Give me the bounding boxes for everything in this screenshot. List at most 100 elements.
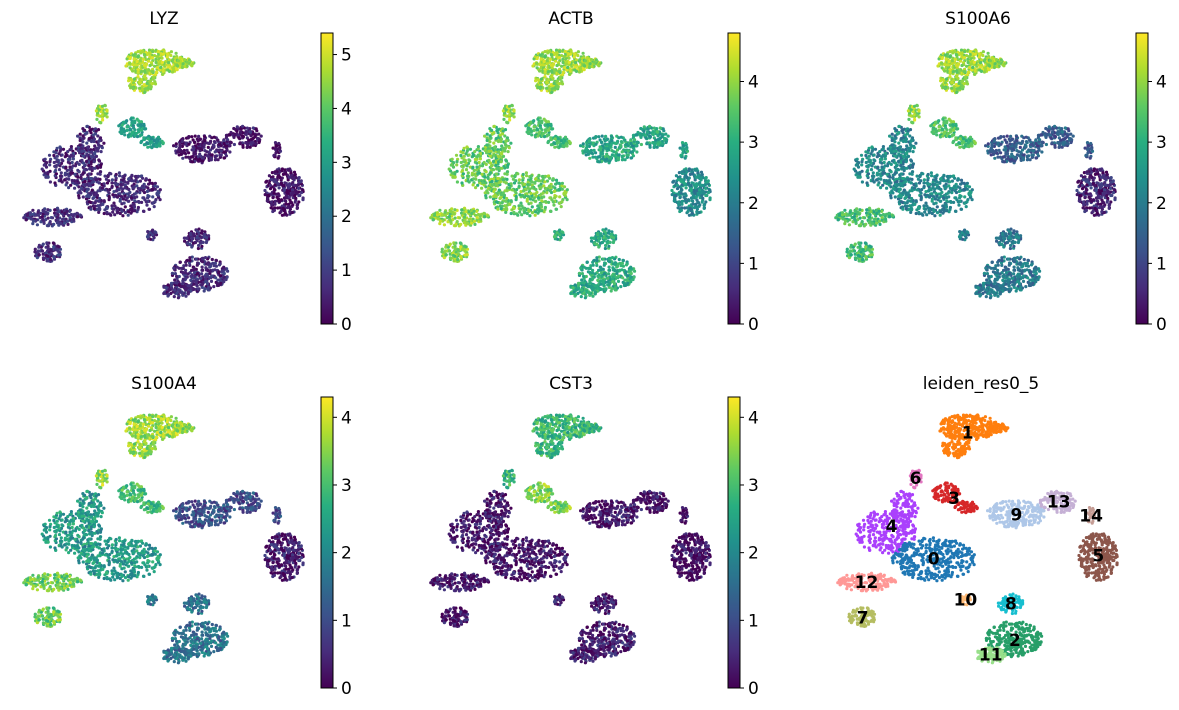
cell-point xyxy=(504,139,508,143)
cell-point xyxy=(535,56,539,61)
cell-point xyxy=(646,127,650,131)
cell-point xyxy=(134,65,138,69)
cell-point xyxy=(47,153,52,157)
cell-point xyxy=(114,176,118,180)
cell-point xyxy=(37,253,41,257)
cell-point xyxy=(76,175,80,179)
cell-point xyxy=(642,129,646,133)
cell-point xyxy=(141,209,146,213)
cell-point xyxy=(624,142,628,147)
cell-point xyxy=(547,200,551,204)
cell-point xyxy=(172,295,176,299)
cell-point xyxy=(672,179,676,183)
cell-point xyxy=(85,189,89,193)
cell-point xyxy=(444,253,448,257)
cell-point xyxy=(693,191,697,195)
cell-point xyxy=(71,157,75,161)
cell-point xyxy=(73,186,77,190)
cell-point xyxy=(496,131,500,135)
cell-point xyxy=(490,128,494,132)
cell-point xyxy=(609,143,613,147)
cell-point xyxy=(96,204,100,208)
cell-point xyxy=(640,133,644,137)
cell-point xyxy=(553,86,557,90)
cell-point xyxy=(555,63,559,68)
cell-point xyxy=(294,190,299,194)
cell-point xyxy=(33,247,37,251)
cell-point xyxy=(652,126,656,130)
cell-point xyxy=(497,181,501,185)
cell-point xyxy=(688,206,692,211)
cell-point xyxy=(578,58,582,62)
cell-point xyxy=(633,138,637,142)
cell-point xyxy=(455,220,459,224)
cell-point xyxy=(530,205,534,209)
cell-point xyxy=(174,281,178,285)
cell-point xyxy=(140,200,144,204)
cell-point xyxy=(609,235,614,239)
cell-point xyxy=(587,65,592,70)
cell-point xyxy=(583,150,587,154)
cell-point xyxy=(284,172,288,176)
cell-point xyxy=(81,134,85,138)
cell-point xyxy=(249,134,253,138)
cell-point xyxy=(201,155,206,159)
cell-point xyxy=(546,128,551,132)
cell-point xyxy=(258,138,262,142)
cell-point xyxy=(52,153,56,158)
cell-point xyxy=(107,198,111,202)
cell-point xyxy=(209,156,213,160)
cell-point xyxy=(52,254,56,259)
cell-point xyxy=(75,160,79,165)
cell-point xyxy=(205,282,209,286)
cell-point xyxy=(480,164,485,168)
cell-point xyxy=(587,139,591,144)
cell-point xyxy=(25,213,30,217)
cell-point xyxy=(548,176,552,180)
cell-point xyxy=(481,181,485,185)
cell-point xyxy=(504,158,508,162)
cell-point xyxy=(505,189,509,193)
cell-point xyxy=(546,140,550,145)
cell-point xyxy=(184,260,188,264)
cell-point xyxy=(104,206,109,210)
cell-point xyxy=(293,200,297,204)
cell-point xyxy=(41,217,45,221)
cell-point xyxy=(181,156,185,160)
cell-point xyxy=(93,132,98,136)
cell-point xyxy=(619,140,624,144)
cell-point xyxy=(683,206,687,210)
cell-point xyxy=(431,218,435,222)
cell-point xyxy=(676,200,681,204)
cell-point xyxy=(186,272,190,276)
cell-point xyxy=(635,143,639,147)
cell-point xyxy=(155,55,159,59)
cell-point xyxy=(188,258,192,263)
cell-point xyxy=(543,128,548,132)
cell-point xyxy=(557,56,562,60)
cell-point xyxy=(69,145,73,149)
cell-point xyxy=(102,141,106,145)
cell-point xyxy=(679,191,683,195)
cell-point xyxy=(684,147,689,151)
cell-point xyxy=(200,244,204,248)
cell-point xyxy=(99,121,103,125)
cell-point xyxy=(522,188,526,193)
cell-point xyxy=(558,195,562,199)
cell-point xyxy=(623,158,627,162)
cell-point xyxy=(232,142,236,147)
cell-point xyxy=(65,177,69,181)
cell-point xyxy=(293,173,297,177)
cell-point xyxy=(588,156,592,160)
cell-point xyxy=(100,104,105,108)
cell-point xyxy=(196,158,200,162)
cell-point xyxy=(462,158,466,162)
cell-point xyxy=(455,169,459,173)
cell-point xyxy=(491,168,496,172)
cell-point xyxy=(123,133,127,137)
cell-point xyxy=(94,146,98,150)
cell-point xyxy=(283,211,287,215)
cell-point xyxy=(97,158,101,162)
cell-point xyxy=(162,49,166,53)
cell-point xyxy=(113,181,117,185)
